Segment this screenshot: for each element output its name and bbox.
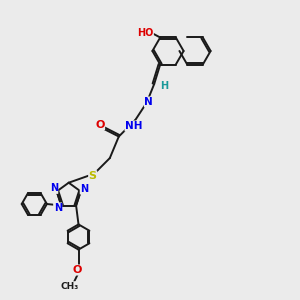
Text: HO: HO bbox=[137, 28, 153, 38]
Text: H: H bbox=[160, 80, 168, 91]
Text: S: S bbox=[89, 171, 97, 181]
Text: N: N bbox=[80, 184, 88, 194]
Text: O: O bbox=[72, 265, 82, 275]
Text: N: N bbox=[144, 97, 153, 107]
Text: NH: NH bbox=[125, 121, 142, 131]
Text: CH₃: CH₃ bbox=[61, 282, 79, 291]
Text: O: O bbox=[95, 119, 105, 130]
Text: N: N bbox=[54, 203, 62, 213]
Text: N: N bbox=[50, 183, 58, 194]
